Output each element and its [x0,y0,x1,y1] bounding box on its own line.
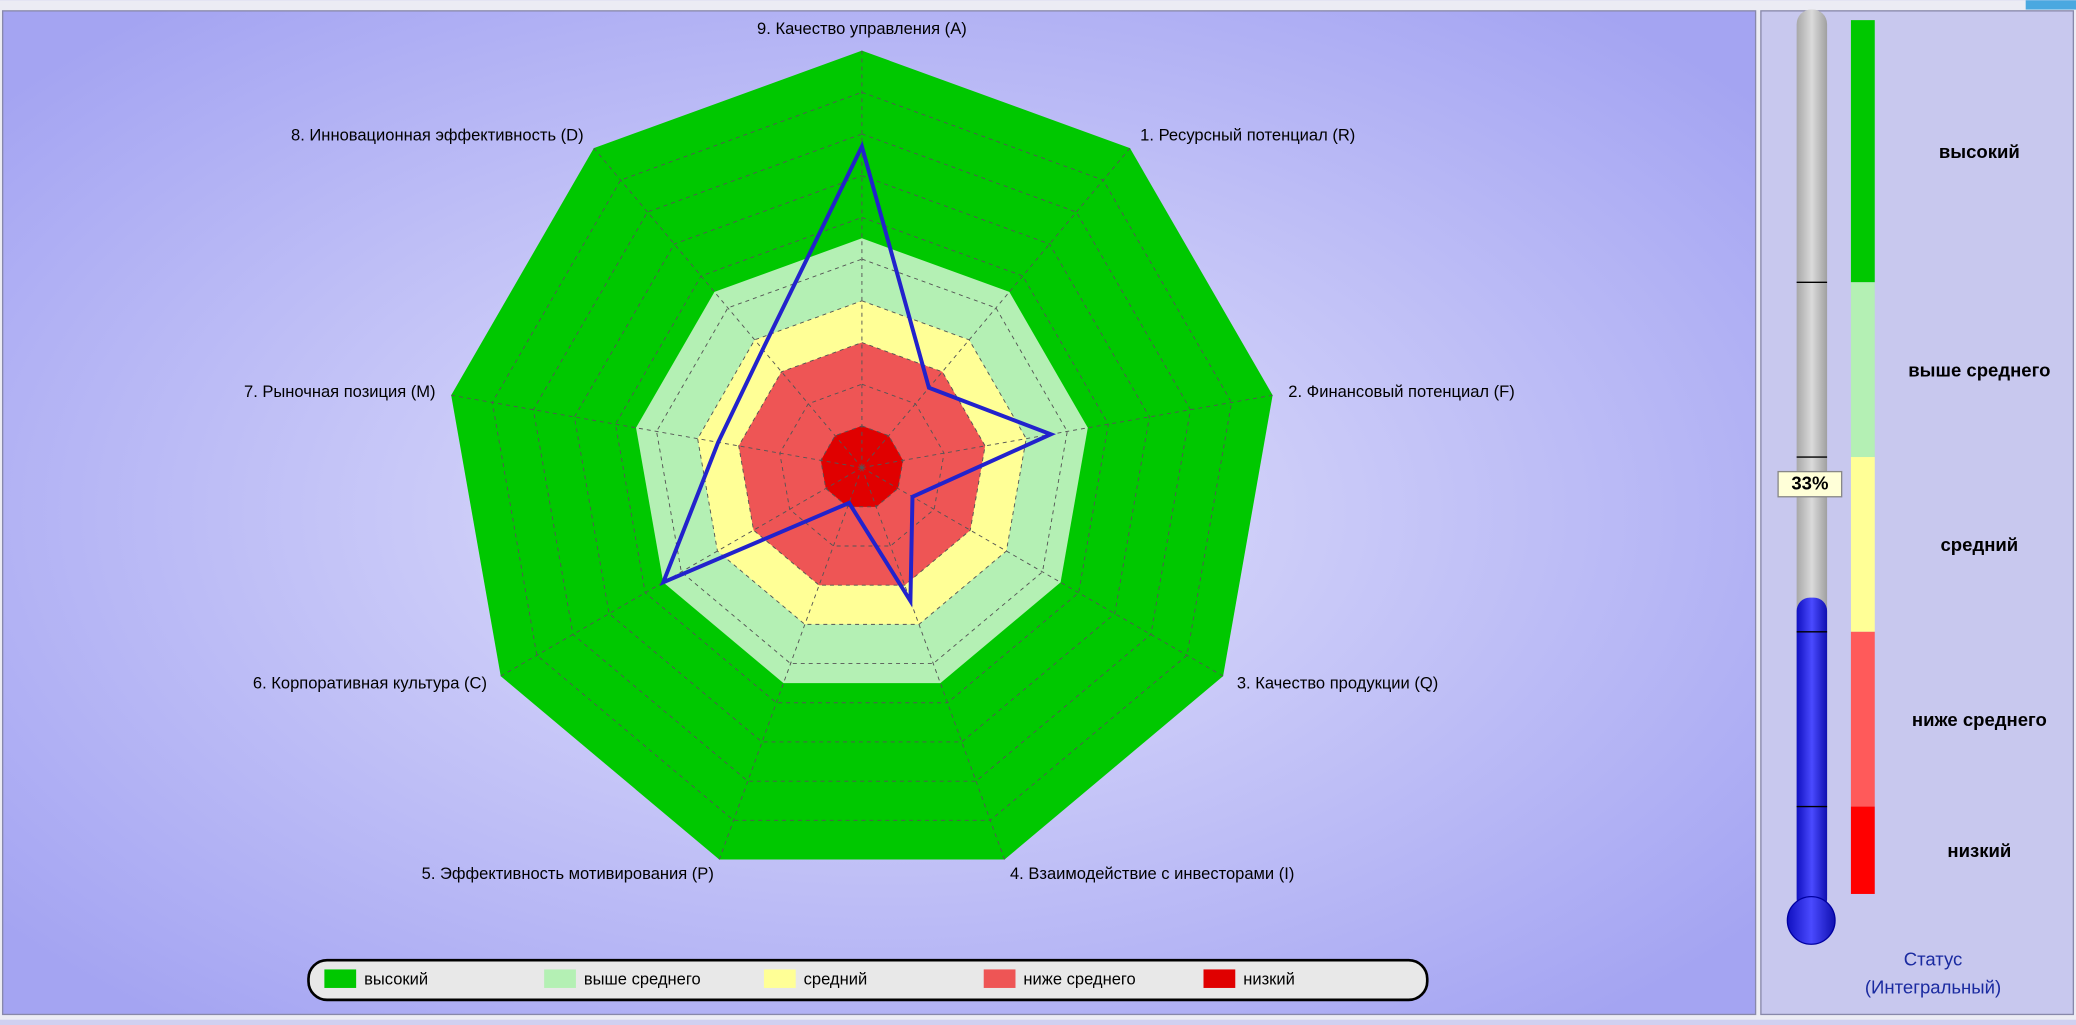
status-band-label: низкий [1947,839,2012,861]
tab [2025,0,2076,10]
status-band [1850,282,1875,458]
status-band-label: средний [1940,533,2019,555]
legend-swatch [544,969,576,988]
axis-label: 1. Ресурсный потенциал (R) [1140,125,1355,144]
grid-ring [738,342,986,586]
axis-label: 6. Корпоративная культура (C) [253,673,487,692]
spoke [861,467,1005,860]
status-band-label-box: высокий [1938,139,2020,162]
legend [307,958,1429,1002]
axis-label: 5. Эффективность мотивирования (P) [422,864,714,883]
legend-entries: высокий выше среднего средний ниже среднего… [324,969,1295,988]
status-band [1850,20,1875,283]
legend-label: ниже среднего [1023,969,1135,988]
grid-ring [820,425,904,508]
level [1796,597,1828,913]
status-band [1850,806,1875,894]
grid-ring [779,383,945,547]
legend-label: низкий [1243,969,1295,988]
spoke [718,467,863,860]
status-band-label-box: средний [1940,533,2019,555]
spoke [593,147,863,468]
axis-label: 4. Взаимодействие с инвесторами (I) [1010,864,1294,883]
status-band-label-box: ниже среднего [1911,707,2047,730]
value-label: 33% [1791,473,1828,494]
status-band [1850,631,1875,807]
status-band-label-box: низкий [1947,839,2012,861]
spoke [451,394,862,469]
grid-ring [532,133,1191,782]
status-band-label: высокий [1938,139,2020,162]
legend-label: выше среднего [584,969,701,988]
legend-swatch [324,969,357,988]
legend-label: высокий [364,969,428,988]
spoke [861,147,1131,468]
legend-swatch [1203,969,1236,988]
legend-swatch [983,969,1016,988]
data-line [659,140,1057,608]
thermometer: высокий выше среднего средний ниже среднего… [1777,9,2051,998]
status-band [1850,457,1875,632]
grid-ring [491,91,1233,821]
status-band-label: выше среднего [1908,358,2051,380]
axis-label: 7. Рыночная позиция (M) [244,382,436,401]
axis-label: 2. Финансовый потенциал (F) [1288,382,1515,401]
spoke [861,467,1224,677]
axis-label: 3. Качество продукции (Q) [1237,673,1438,692]
axis-label: 9. Качество управления (A) [757,19,967,38]
status-band-label-box: выше среднего [1908,358,2051,380]
legend-label: средний [804,969,868,988]
value-box [1777,470,1843,498]
status-title-box: Статус (Интегральный) [1864,948,2002,998]
spoke [500,467,863,677]
status-band-label: ниже среднего [1911,707,2047,730]
grid-ring [614,216,1109,704]
status-title: Статус (Интегральный) [1864,948,2002,998]
grid-ring [573,175,1150,743]
legend-swatch [763,969,796,988]
bulb [1786,895,1836,945]
axis-label: 8. Инновационная эффективность (D) [291,125,584,144]
radar-chart: 9. Качество управления (A) 1. Ресурсный п… [244,19,1515,883]
spoke [861,394,1273,469]
